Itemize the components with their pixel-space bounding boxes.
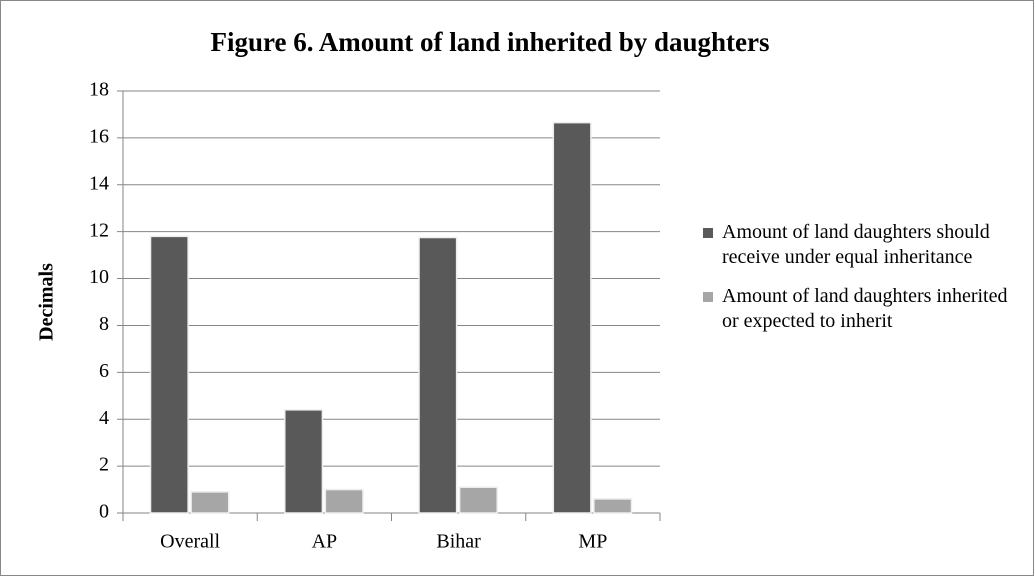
legend-item: Amount of land daughters should receive … bbox=[700, 220, 1010, 270]
y-tick-label: 12 bbox=[89, 219, 109, 241]
x-tick-label: Bihar bbox=[436, 531, 481, 553]
y-tick-label: 2 bbox=[99, 454, 109, 476]
legend-swatch bbox=[703, 228, 713, 238]
y-tick-label: 0 bbox=[99, 501, 109, 523]
legend-label: Amount of land daughters should receive … bbox=[722, 221, 990, 268]
legend: Amount of land daughters should receive … bbox=[700, 220, 1010, 348]
bar bbox=[324, 488, 364, 514]
y-tick-label: 10 bbox=[89, 266, 109, 288]
y-axis-label: Decimals bbox=[36, 263, 58, 341]
y-tick-label: 14 bbox=[89, 172, 109, 194]
chart-title: Figure 6. Amount of land inherited by da… bbox=[210, 27, 769, 57]
x-tick-label: MP bbox=[578, 531, 607, 553]
y-tick-label: 8 bbox=[99, 313, 109, 335]
bar bbox=[149, 235, 189, 514]
bar bbox=[552, 121, 592, 514]
bar bbox=[418, 236, 458, 514]
x-tick-label: Overall bbox=[160, 531, 220, 553]
legend-item: Amount of land daughters inherited or ex… bbox=[700, 284, 1010, 334]
y-tick-label: 6 bbox=[99, 360, 109, 382]
bar bbox=[458, 486, 498, 514]
y-tick-label: 16 bbox=[89, 125, 109, 147]
bar bbox=[593, 498, 633, 514]
bar bbox=[284, 409, 324, 514]
y-tick-label: 4 bbox=[99, 407, 109, 429]
legend-swatch bbox=[703, 292, 713, 302]
x-tick-label: AP bbox=[312, 531, 338, 553]
legend-label: Amount of land daughters inherited or ex… bbox=[722, 285, 1008, 332]
bar bbox=[190, 491, 230, 514]
y-tick-label: 18 bbox=[89, 79, 109, 101]
